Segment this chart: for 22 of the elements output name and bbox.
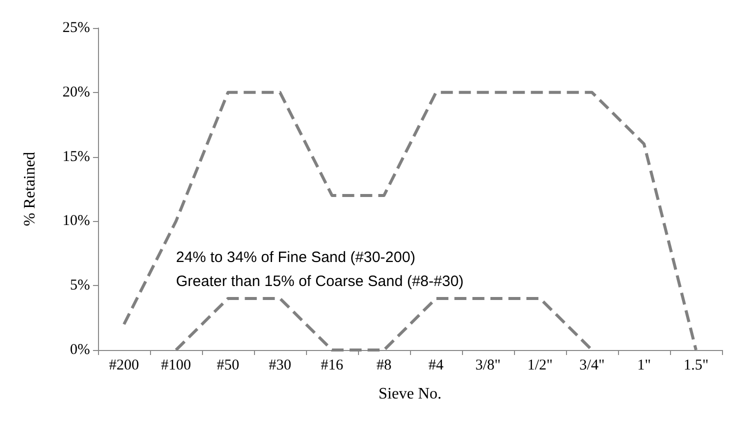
x-tick-label: #8 — [376, 358, 392, 374]
x-tick-label: 1/2" — [527, 358, 553, 374]
y-tick-label: 15% — [62, 148, 90, 165]
x-tick-label: 1" — [637, 358, 651, 374]
y-tick-label: 10% — [62, 213, 90, 230]
x-axis-title: Sieve No. — [378, 386, 442, 402]
x-tick-label: #30 — [268, 358, 292, 374]
y-tick-label: 25% — [62, 20, 90, 36]
x-tick-label: #100 — [161, 358, 191, 374]
y-tick-label: 0% — [70, 342, 90, 358]
x-tick-label: 3/8" — [475, 358, 501, 374]
x-tick-label: #50 — [216, 358, 240, 374]
x-tick-label: #16 — [320, 358, 344, 374]
x-tick-label: 3/4" — [579, 358, 605, 374]
y-tick-label: 20% — [62, 84, 90, 100]
x-tick-label: 1.5" — [684, 358, 708, 374]
annotation: 24% to 34% of Fine Sand (#30-200) — [176, 249, 416, 266]
y-tick-label: 5% — [70, 278, 90, 294]
x-tick-label: #4 — [428, 358, 444, 374]
y-axis-title: % Retained — [22, 152, 38, 226]
annotation: Greater than 15% of Coarse Sand (#8-#30) — [176, 273, 464, 290]
x-tick-label: #200 — [109, 358, 139, 374]
